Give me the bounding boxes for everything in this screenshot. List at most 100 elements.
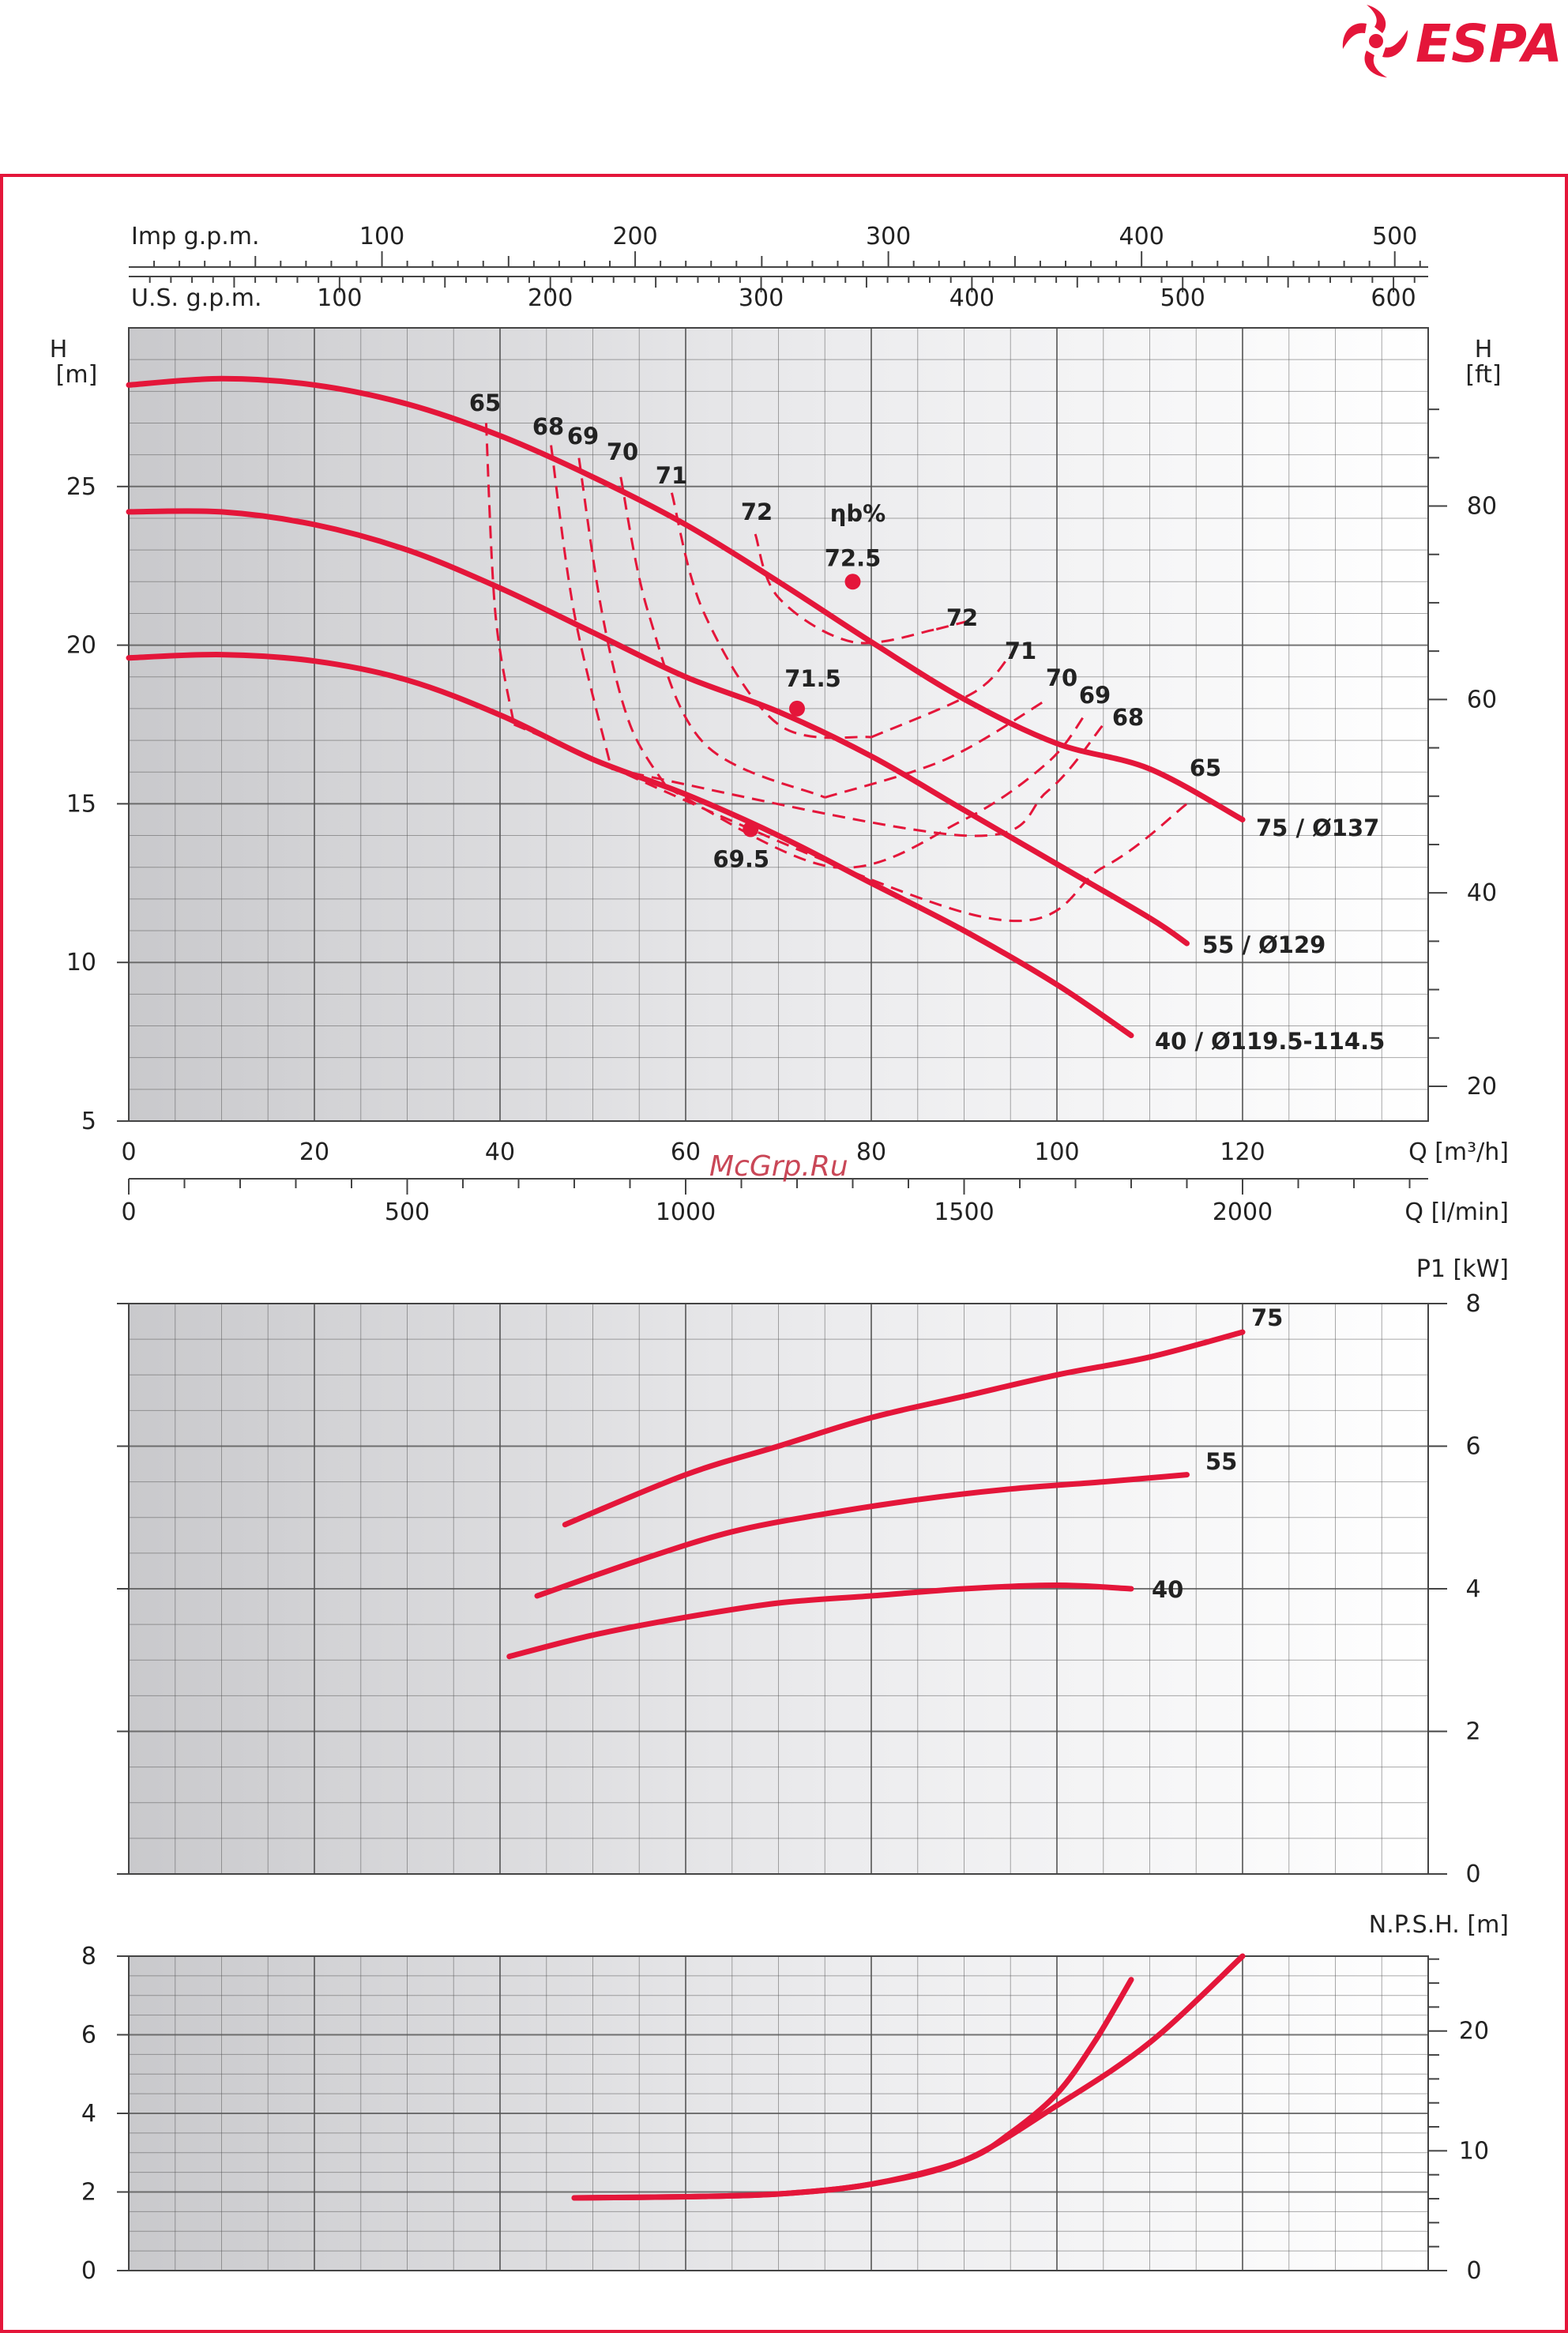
head-y-tick-label: 5 [81, 1108, 96, 1135]
head-curve-75 [126, 375, 1246, 822]
h-ft-label: H [1475, 336, 1493, 363]
efficiency-contour-68 [550, 445, 613, 770]
efficiency-contour-65 [484, 423, 516, 725]
imp-gpm-tick-label: 100 [359, 223, 404, 250]
head-curve-label: 55 / Ø129 [1202, 931, 1325, 958]
contour-label-right: 72 [946, 604, 978, 631]
contour-label-right: 68 [1112, 704, 1144, 731]
npsh-label: N.P.S.H. [m] [1369, 1911, 1509, 1939]
bep-label: 69.5 [713, 846, 769, 873]
contour-label-right: 71 [1005, 638, 1036, 664]
efficiency-contour-65-right [513, 723, 1188, 923]
contour-label-top: 71 [656, 462, 687, 489]
q-m3h-tick-label: 80 [856, 1138, 886, 1166]
watermark: McGrp.Ru [709, 1150, 848, 1183]
power-curve-label: 75 [1251, 1304, 1283, 1331]
head-y-tick-label: 20 [66, 632, 96, 660]
q-lmin-tick-label: 1000 [656, 1198, 716, 1226]
us-gpm-tick-label: 600 [1371, 284, 1416, 312]
q-m3h-tick-label: 20 [299, 1138, 329, 1166]
head-ft-tick-label: 60 [1467, 686, 1497, 713]
h-m-unit: [m] [56, 361, 98, 389]
power-curve-75 [562, 1329, 1246, 1528]
q-m3h-tick-label: 40 [485, 1138, 515, 1166]
q-m3h-tick-label: 60 [671, 1138, 701, 1166]
us-gpm-label: U.S. g.p.m. [131, 284, 262, 312]
q-lmin-tick-label: 2000 [1213, 1198, 1273, 1226]
efficiency-contour-72-right [935, 619, 974, 630]
efficiency-label: ηb% [830, 500, 886, 527]
p1-label: P1 [kW] [1416, 1255, 1509, 1283]
npsh-curve-1 [571, 1953, 1246, 2201]
npsh-ft-tick-label: 20 [1459, 2018, 1489, 2045]
head-y-tick-label: 25 [66, 473, 96, 501]
npsh-y-tick-label: 0 [81, 2257, 96, 2285]
us-gpm-tick-label: 500 [1160, 284, 1205, 312]
contour-label-top: 69 [567, 423, 599, 450]
h-ft-unit: [ft] [1465, 361, 1501, 389]
efficiency-contour-71 [670, 492, 872, 739]
imp-gpm-label: Imp g.p.m. [131, 223, 260, 250]
head-ft-tick-label: 20 [1467, 1073, 1497, 1101]
head-curve-55 [126, 508, 1190, 946]
efficiency-contour-72 [754, 533, 937, 645]
imp-gpm-tick-label: 400 [1119, 223, 1164, 250]
h-m-label: H [50, 336, 68, 363]
contour-label-right: 70 [1046, 664, 1077, 691]
contour-label-top: 65 [469, 389, 501, 416]
contour-label-top: 68 [532, 413, 564, 440]
chart-frame [0, 174, 1568, 2333]
us-gpm-tick-label: 200 [528, 284, 573, 312]
espa-logo: ESPA [1342, 5, 1562, 77]
efficiency-contour-68-right [611, 724, 1104, 837]
q-m3h-label: Q [m³/h] [1408, 1138, 1509, 1166]
bep-point-69.5 [743, 821, 759, 837]
efficiency-contour-69-right [666, 714, 1086, 869]
efficiency-contour-71-right [870, 653, 1012, 739]
us-gpm-tick-label: 100 [317, 284, 362, 312]
us-gpm-tick-label: 300 [739, 284, 784, 312]
espa-logo-icon [1342, 5, 1408, 77]
q-lmin-tick-label: 0 [121, 1198, 136, 1226]
npsh-y-tick-label: 6 [81, 2022, 96, 2049]
power-curve-label: 55 [1205, 1448, 1237, 1475]
head-ft-tick-label: 40 [1467, 879, 1497, 907]
efficiency-contour-70 [619, 476, 825, 799]
imp-gpm-tick-label: 300 [866, 223, 911, 250]
q-m3h-tick-label: 0 [121, 1138, 136, 1166]
head-y-tick-label: 15 [66, 790, 96, 818]
npsh-y-tick-label: 8 [81, 1943, 96, 1970]
npsh-y-tick-label: 2 [81, 2179, 96, 2207]
q-m3h-tick-label: 120 [1220, 1138, 1265, 1166]
bep-label: 72.5 [825, 544, 882, 571]
head-ft-tick-label: 80 [1467, 493, 1497, 521]
power-curve-55 [534, 1472, 1190, 1599]
bep-label: 71.5 [784, 665, 841, 692]
head-y-tick-label: 10 [66, 949, 96, 976]
power-curve-40 [506, 1582, 1134, 1660]
contour-label-top: 72 [741, 499, 773, 525]
power-y-tick-label: 6 [1465, 1433, 1480, 1461]
npsh-ft-tick-label: 10 [1459, 2137, 1489, 2165]
us-gpm-tick-label: 400 [949, 284, 995, 312]
power-y-tick-label: 8 [1465, 1290, 1480, 1318]
q-m3h-tick-label: 100 [1034, 1138, 1079, 1166]
head-curve-label: 40 / Ø119.5-114.5 [1155, 1028, 1385, 1055]
power-y-tick-label: 0 [1465, 1861, 1480, 1888]
npsh-y-tick-label: 4 [81, 2100, 96, 2128]
head-curve-label: 75 / Ø137 [1256, 815, 1379, 841]
contour-label-right: 69 [1079, 682, 1111, 709]
imp-gpm-tick-label: 500 [1372, 223, 1417, 250]
imp-gpm-tick-label: 200 [612, 223, 657, 250]
contour-label-top: 70 [607, 438, 638, 465]
espa-logo-text: ESPA [1416, 13, 1562, 74]
q-lmin-tick-label: 1500 [934, 1198, 994, 1226]
bep-point-72.5 [844, 574, 861, 590]
efficiency-contour-69 [577, 457, 668, 789]
bep-point-71.5 [789, 700, 805, 717]
contour-label-right: 65 [1190, 754, 1221, 781]
npsh-ft-tick-label: 0 [1466, 2257, 1481, 2285]
q-lmin-tick-label: 500 [385, 1198, 430, 1226]
power-y-tick-label: 2 [1465, 1718, 1480, 1746]
